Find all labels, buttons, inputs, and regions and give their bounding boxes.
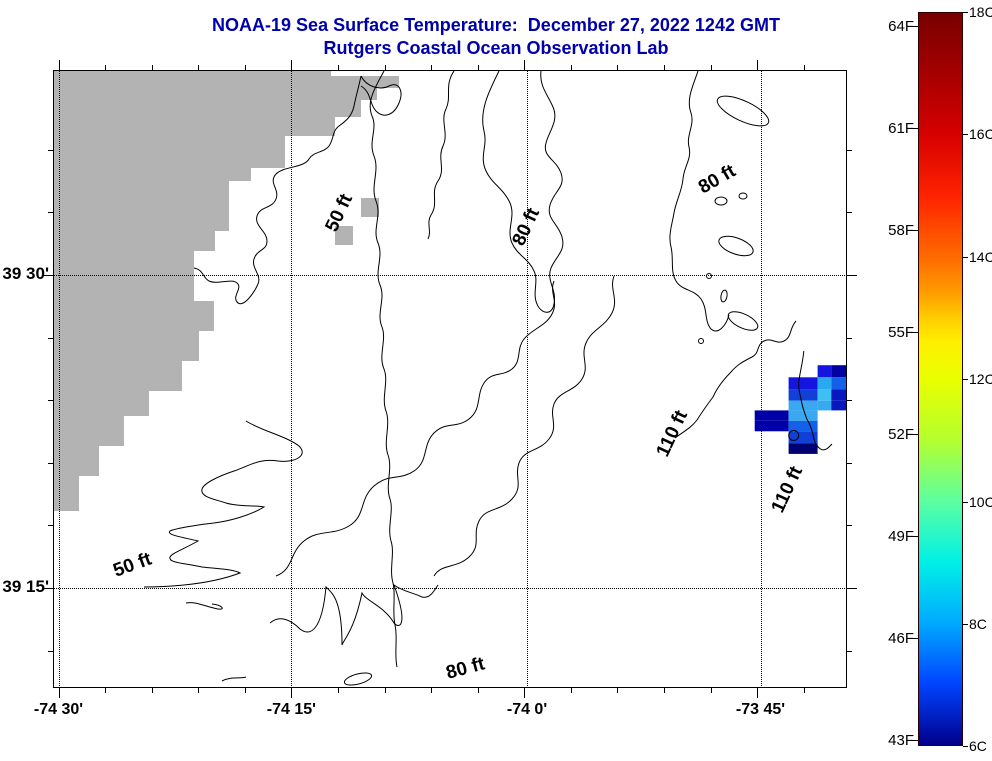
svg-text:110 ft: 110 ft	[652, 407, 692, 461]
svg-text:80 ft: 80 ft	[695, 160, 740, 198]
svg-text:80 ft: 80 ft	[444, 653, 488, 684]
svg-text:50 ft: 50 ft	[111, 548, 156, 581]
svg-text:110 ft: 110 ft	[767, 463, 807, 517]
